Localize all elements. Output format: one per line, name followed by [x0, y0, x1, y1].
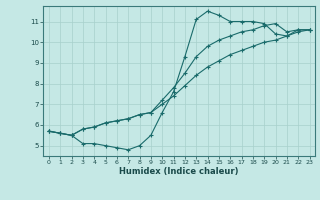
- X-axis label: Humidex (Indice chaleur): Humidex (Indice chaleur): [119, 167, 239, 176]
